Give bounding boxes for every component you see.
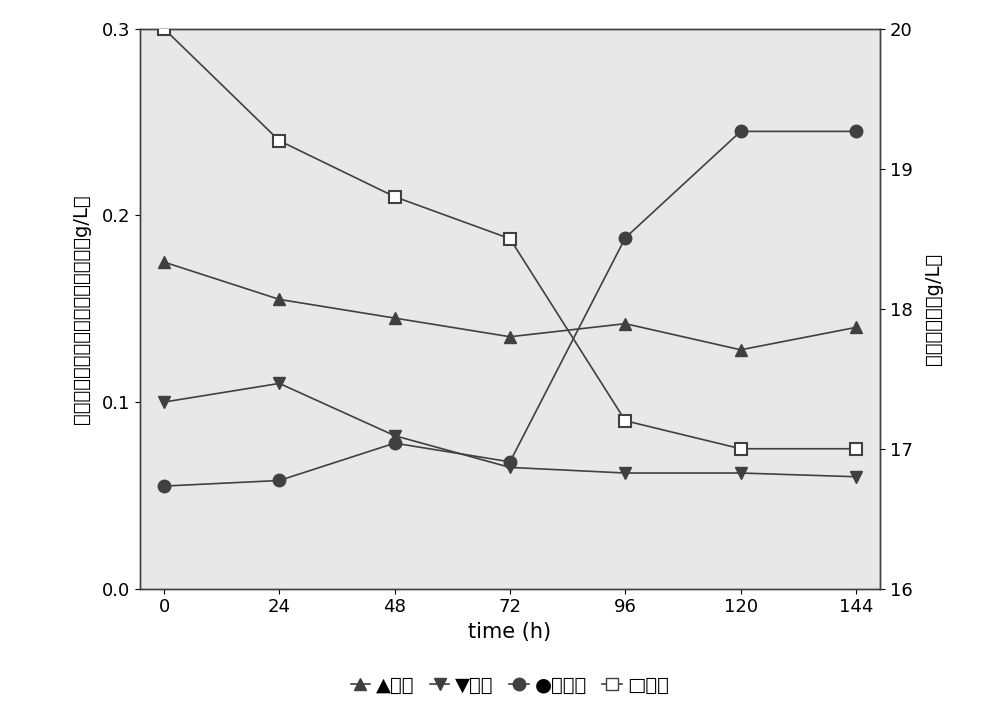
Y-axis label: 木糖的浓度（g/L）: 木糖的浓度（g/L） (924, 253, 943, 365)
Y-axis label: 乙酸、甘油、木糖醇和乙醇的浓度（g/L）: 乙酸、甘油、木糖醇和乙醇的浓度（g/L） (72, 194, 91, 424)
Legend: ▲甘油, ▼乙酸, ●木糖醇, □木糖: ▲甘油, ▼乙酸, ●木糖醇, □木糖 (343, 668, 677, 702)
X-axis label: time (h): time (h) (468, 622, 552, 642)
